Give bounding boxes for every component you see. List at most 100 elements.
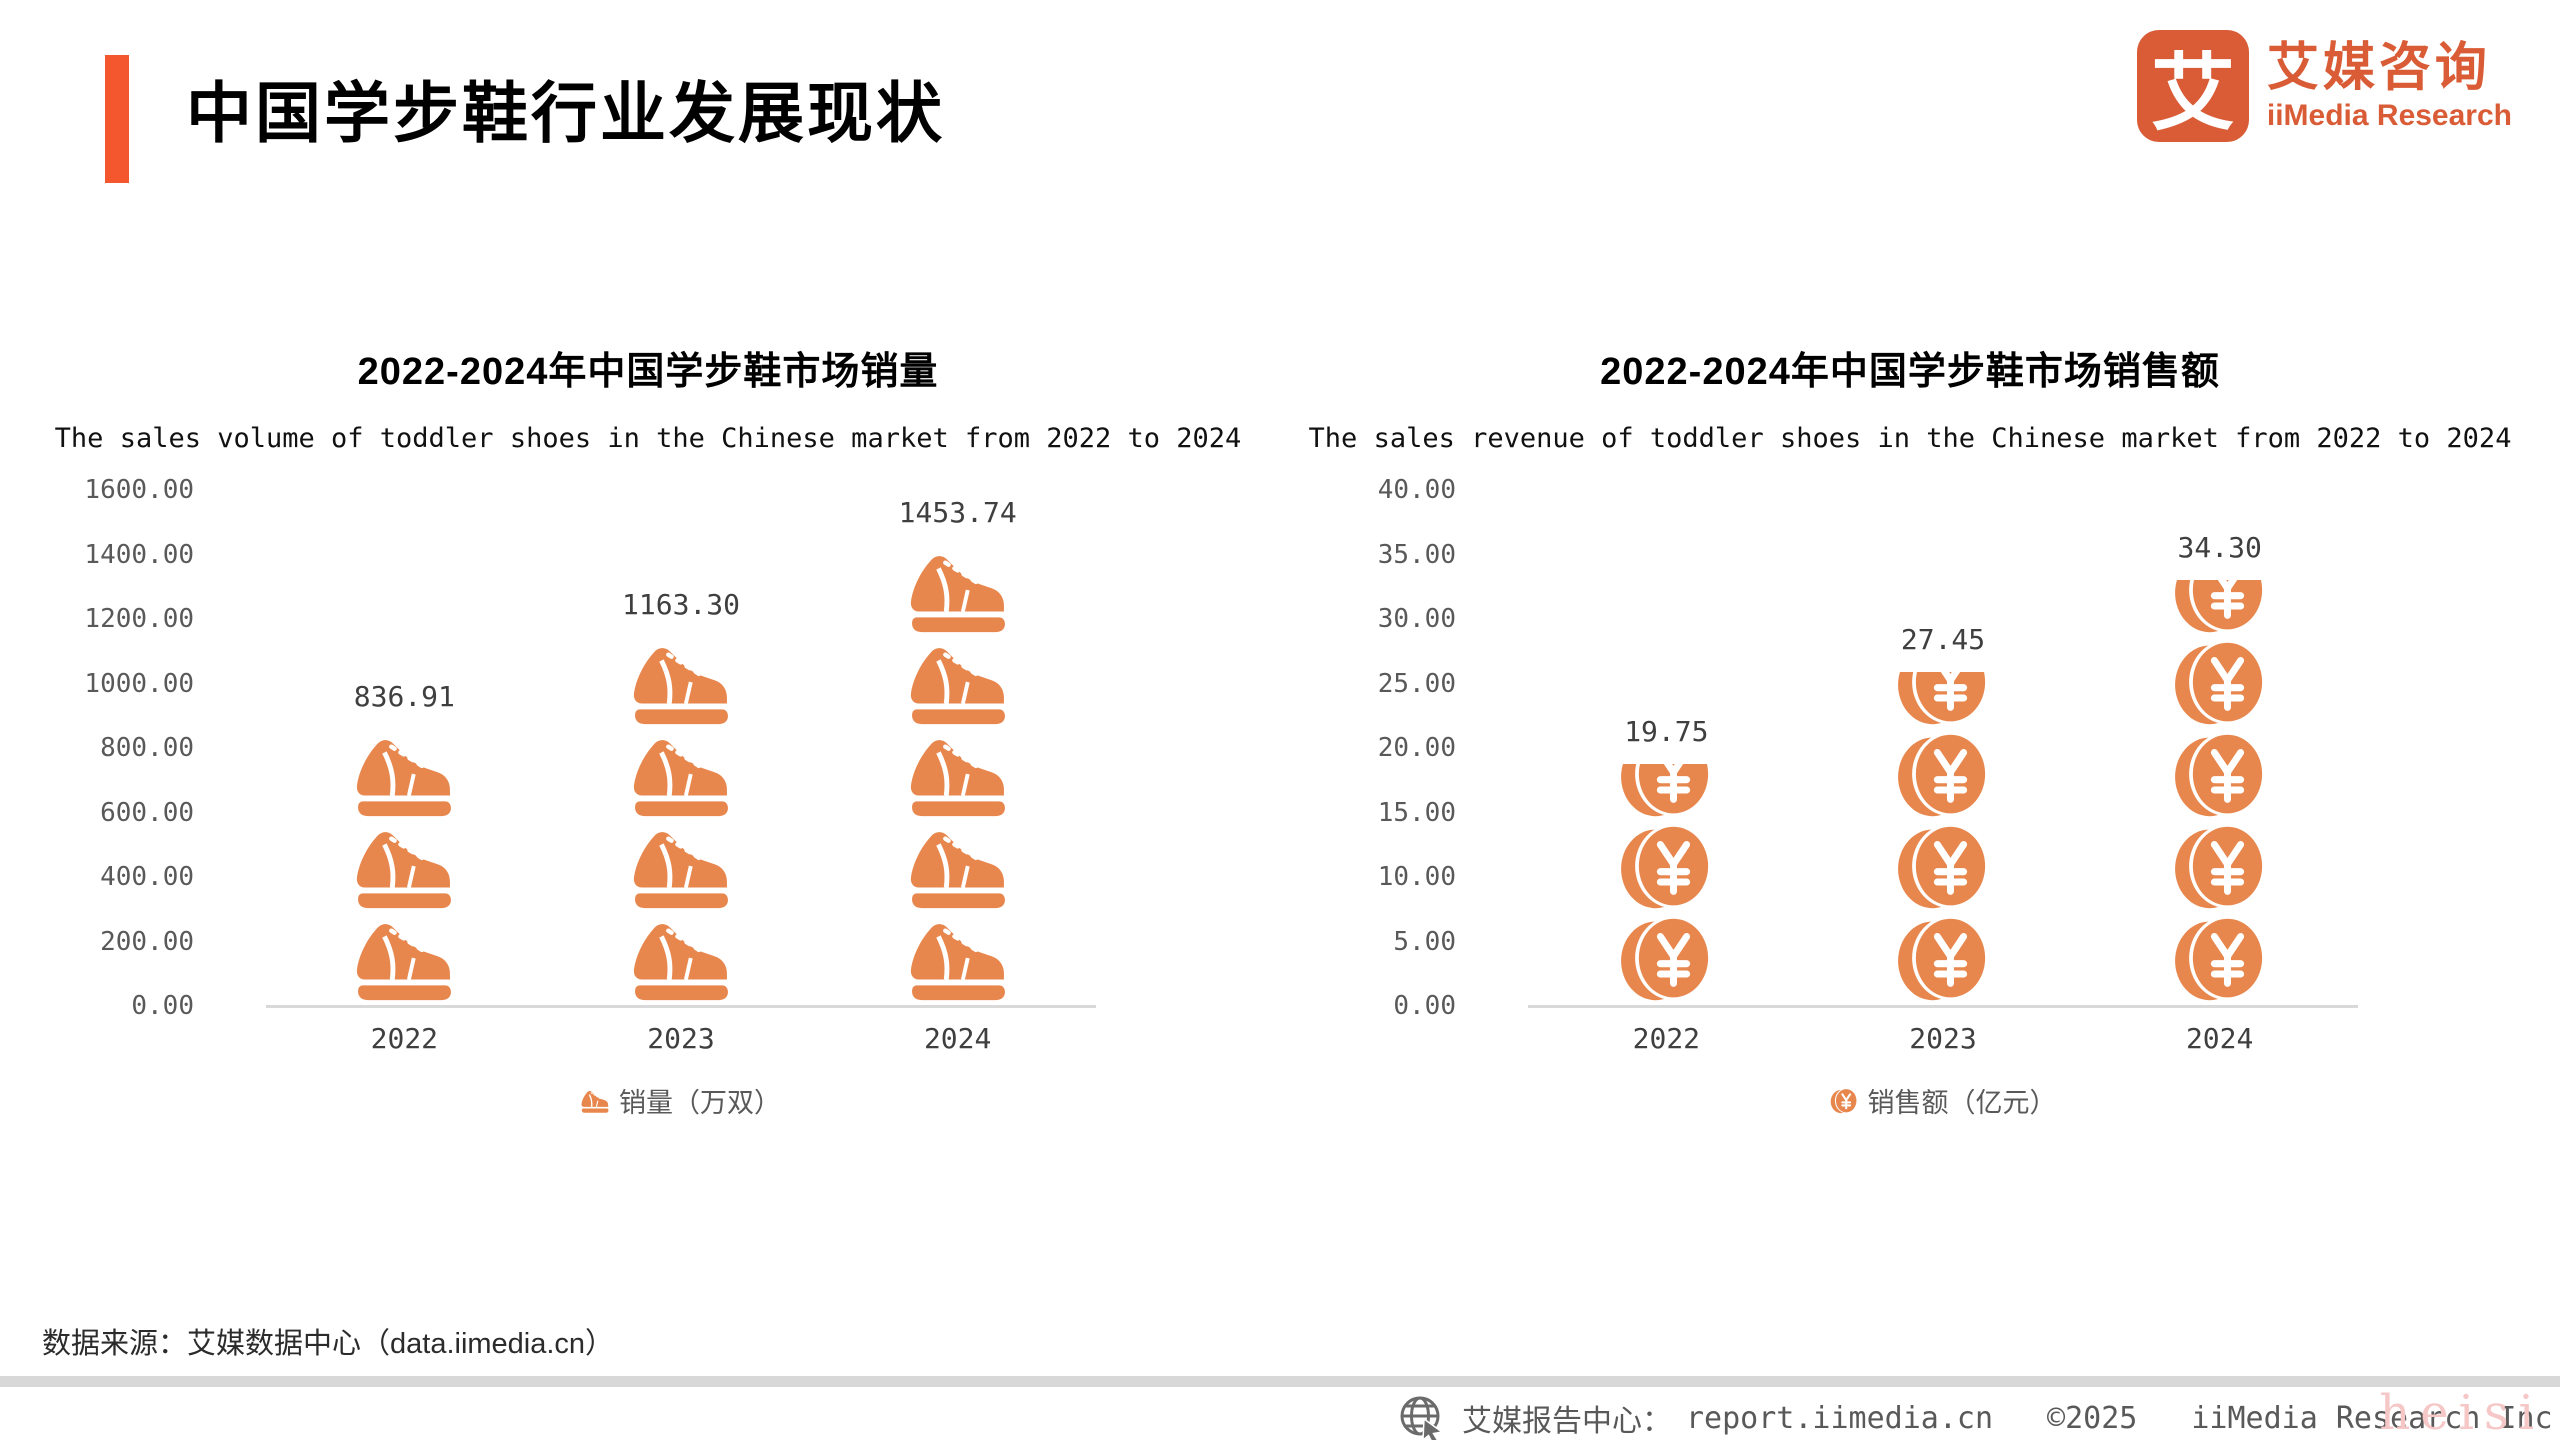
y-tick-label: 800.00: [100, 733, 194, 763]
source-note: 数据来源：艾媒数据中心（data.iimedia.cn）: [42, 1328, 615, 1360]
icon-stack: [629, 637, 733, 1005]
y-tick-label: 600.00: [100, 797, 194, 828]
pictogram-bar: 34.30: [2081, 531, 2358, 1005]
x-axis-label: 2022: [370, 1022, 439, 1055]
report-center-url: report.iimedia.cn: [1686, 1400, 1994, 1436]
x-axis-label: 2023: [1909, 1022, 1977, 1055]
pictogram-bar: 836.91: [266, 680, 543, 1005]
legend-label: 销售额（亿元）: [1867, 1088, 2057, 1118]
x-axis-labels: 2022 2023 2024: [1528, 1022, 2358, 1055]
chart-title: 2022-2024年中国学步鞋市场销量: [357, 351, 939, 393]
coin-icon: [2168, 580, 2272, 637]
bar-value-label: 836.91: [353, 680, 455, 713]
x-axis-label: 2024: [2185, 1022, 2254, 1055]
page-title: 中国学步鞋行业发展现状: [186, 76, 945, 150]
x-axis-label: 2022: [1632, 1022, 1701, 1055]
y-tick-label: 200.00: [100, 926, 194, 957]
logo-name-en: iiMedia Research: [2266, 98, 2512, 132]
icon-stack: [906, 545, 1010, 1005]
brand-logo: 艾 艾媒咨询 iiMedia Research: [2136, 30, 2512, 142]
x-axis-label: 2023: [647, 1022, 715, 1055]
pictogram-bar: 27.45: [1805, 623, 2082, 1005]
chart-subtitle: The sales revenue of toddler shoes in th…: [1308, 423, 2512, 454]
y-tick-label: 1400.00: [84, 539, 194, 570]
shoe-icon: [352, 821, 456, 913]
coin-icon: [2168, 913, 2272, 1005]
coin-icon: [1614, 821, 1718, 913]
report-center-label: 艾媒报告中心：: [1462, 1405, 1672, 1438]
company-name: iiMedia Research Inc: [2191, 1400, 2553, 1436]
pictogram-bar: 1453.74: [819, 496, 1096, 1005]
shoe-icon: [906, 821, 1010, 913]
y-tick-label: 1000.00: [84, 668, 194, 699]
coin-icon: [2168, 821, 2272, 913]
bar-value-label: 1453.74: [898, 496, 1017, 529]
title-accent-bar: [105, 55, 129, 183]
logo-glyph: 艾: [2150, 45, 2235, 140]
shoe-icon: [581, 1088, 609, 1114]
plot-area: 19.75 27.45 34.30: [1528, 488, 2358, 1008]
sales-volume-chart: 2022-2024年中国学步鞋市场销量 The sales volume of …: [28, 340, 1268, 1120]
y-tick-label: 400.00: [100, 862, 194, 892]
chart-title: 2022-2024年中国学步鞋市场销售额: [1600, 351, 2220, 393]
coin-icon: [2168, 637, 2272, 729]
y-tick-label: 25.00: [1377, 668, 1456, 699]
coin-icon: [1614, 913, 1718, 1005]
sales-revenue-chart: 2022-2024年中国学步鞋市场销售额 The sales revenue o…: [1290, 340, 2530, 1120]
y-tick-label: 0.00: [1393, 991, 1456, 1021]
coin-icon: [1614, 764, 1718, 821]
shoe-icon: [906, 913, 1010, 1005]
chart-legend: 销售额（亿元）: [1528, 1081, 2358, 1120]
globe-cursor-icon: [1400, 1396, 1444, 1440]
icon-stack: [2168, 580, 2272, 1005]
shoe-icon: [352, 913, 456, 1005]
x-axis-label: 2024: [923, 1022, 992, 1055]
y-tick-label: 15.00: [1377, 797, 1456, 828]
plot-wrap: 1600.00 1400.00 1200.00 1000.00 800.00 600.00…: [80, 475, 1268, 1120]
shoe-icon: [906, 729, 1010, 821]
footer-row: 艾媒报告中心： report.iimedia.cn ©2025 iiMedia R…: [1396, 1392, 2553, 1440]
shoe-icon: [629, 913, 733, 1005]
y-axis-ticks: 1600.00 1400.00 1200.00 1000.00 800.00 600.00…: [80, 475, 266, 1021]
shoe-icon: [906, 637, 1010, 729]
icon-stack: [1891, 672, 1995, 1005]
icon-stack: [352, 729, 456, 1005]
pictogram-bar: 19.75: [1528, 715, 1805, 1005]
shoe-icon: [629, 729, 733, 821]
pictogram-bar: 1163.30: [543, 588, 820, 1005]
coin-icon: [2168, 729, 2272, 821]
plot-wrap: 40.00 35.00 30.00 25.00 20.00 15.00 10.00 5.00 0…: [1342, 475, 2530, 1120]
bar-value-label: 19.75: [1624, 715, 1709, 748]
coin-icon: [1891, 672, 1995, 729]
shoe-icon: [629, 821, 733, 913]
plot-column: 19.75 27.45 34.30 2022 2023 2024 销售额（亿元）: [1528, 488, 2358, 1120]
shoe-icon: [352, 729, 456, 821]
plot-column: 836.91 1163.30 1453.74 2022 2023 2024 销量（万双）: [266, 488, 1096, 1120]
y-tick-label: 1200.00: [84, 604, 194, 634]
y-tick-label: 35.00: [1377, 539, 1456, 570]
page-header: 中国学步鞋行业发展现状 艾 艾媒咨询 iiMedia Research: [0, 0, 2560, 200]
coin-icon: [1891, 913, 1995, 1005]
shoe-icon: [629, 637, 733, 729]
y-tick-label: 0.00: [131, 991, 194, 1021]
bar-value-label: 27.45: [1900, 623, 1986, 656]
logo-name-cn: 艾媒咨询: [2266, 38, 2491, 97]
logo-icon: 艾: [2136, 30, 2249, 142]
y-tick-label: 40.00: [1377, 475, 1456, 505]
y-tick-label: 1600.00: [84, 475, 194, 505]
bar-value-label: 34.30: [2177, 531, 2262, 564]
shoe-icon: [906, 545, 1010, 637]
y-tick-label: 30.00: [1377, 604, 1456, 634]
charts-container: 2022-2024年中国学步鞋市场销量 The sales volume of …: [28, 340, 2530, 1120]
chart-subtitle: The sales volume of toddler shoes in the…: [54, 423, 1242, 454]
copyright: ©2025: [2047, 1400, 2138, 1436]
plot-area: 836.91 1163.30 1453.74: [266, 488, 1096, 1008]
footer-divider: [0, 1376, 2560, 1387]
y-axis-ticks: 40.00 35.00 30.00 25.00 20.00 15.00 10.00 5.00 0…: [1342, 475, 1528, 1021]
bar-value-label: 1163.30: [622, 588, 741, 621]
icon-stack: [1614, 764, 1718, 1005]
y-tick-label: 20.00: [1377, 733, 1456, 763]
x-axis-labels: 2022 2023 2024: [266, 1022, 1096, 1055]
coin-icon: [1891, 821, 1995, 913]
